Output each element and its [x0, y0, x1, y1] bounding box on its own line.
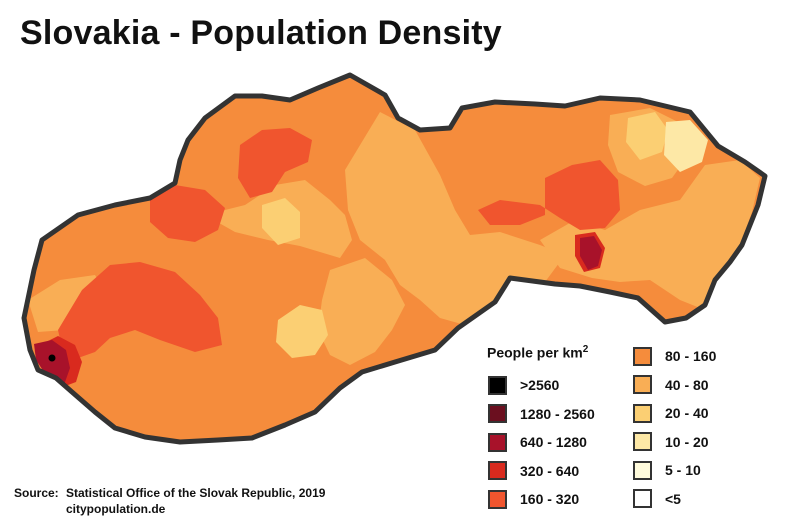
legend-heading: People per km2: [487, 344, 589, 361]
legend-swatch: [633, 403, 652, 423]
region-south-central: [318, 258, 405, 365]
legend-label: <5: [665, 490, 681, 507]
legend-item: >2560: [488, 371, 595, 400]
region-bratislava-core: [48, 354, 56, 362]
source-line-1: Statistical Office of the Slovak Republi…: [66, 486, 326, 500]
legend-label: 640 - 1280: [520, 434, 587, 451]
legend-item: 1280 - 2560: [488, 400, 595, 429]
region-sparsest-northeast: [664, 120, 708, 172]
legend-item: 80 - 160: [633, 342, 716, 371]
legend-label: 20 - 40: [665, 405, 709, 422]
region-sparse-central: [262, 198, 300, 245]
source-note: Source: Statistical Office of the Slovak …: [14, 485, 325, 517]
legend-item: <5: [633, 485, 716, 514]
legend-swatch: [633, 489, 652, 509]
region-central-belt: [345, 112, 565, 325]
legend-item: 320 - 640: [488, 457, 595, 486]
region-northwest-dense: [150, 185, 225, 242]
legend-label: 5 - 10: [665, 462, 701, 479]
region-north-central-dense: [238, 128, 312, 198]
legend-swatch: [633, 375, 652, 395]
map-title: Slovakia - Population Density: [20, 14, 502, 52]
legend-label: 10 - 20: [665, 433, 709, 450]
legend-swatch: [488, 404, 507, 424]
region-east-south: [540, 160, 760, 308]
source-key: Source:: [14, 486, 59, 500]
legend-swatch: [488, 461, 507, 481]
legend-label: >2560: [520, 377, 560, 394]
legend-left-column: >2560 1280 - 2560 640 - 1280 320 - 640 160 -…: [488, 371, 595, 514]
legend-label: 320 - 640: [520, 462, 580, 479]
legend-item: 160 - 320: [488, 485, 595, 514]
region-bratislava: [34, 340, 70, 386]
legend-item: 40 - 80: [633, 371, 716, 400]
region-sparse-east: [626, 112, 668, 160]
legend-swatch: [633, 346, 652, 366]
legend-label: 1280 - 2560: [520, 405, 595, 422]
legend-item: 5 - 10: [633, 456, 716, 485]
legend-swatch: [488, 375, 507, 395]
legend-label: 40 - 80: [665, 376, 709, 393]
legend-item: 640 - 1280: [488, 428, 595, 457]
legend-item: 20 - 40: [633, 399, 716, 428]
region-sparse-south: [276, 305, 328, 358]
region-kosice: [580, 236, 602, 270]
region-west-dense: [58, 262, 222, 358]
legend-swatch: [488, 432, 507, 452]
legend-swatch: [633, 432, 652, 452]
legend-item: 10 - 20: [633, 428, 716, 457]
legend-swatch: [488, 489, 507, 509]
country-outline: [21, 72, 768, 445]
legend-label: 160 - 320: [520, 491, 580, 508]
source-line-2: citypopulation.de: [66, 502, 166, 516]
region-east-dense: [478, 160, 620, 230]
legend-right-column: 80 - 160 40 - 80 20 - 40 10 - 20 5 - 10 <5: [633, 342, 716, 513]
legend-label: 80 - 160: [665, 348, 717, 365]
legend-swatch: [633, 460, 652, 480]
